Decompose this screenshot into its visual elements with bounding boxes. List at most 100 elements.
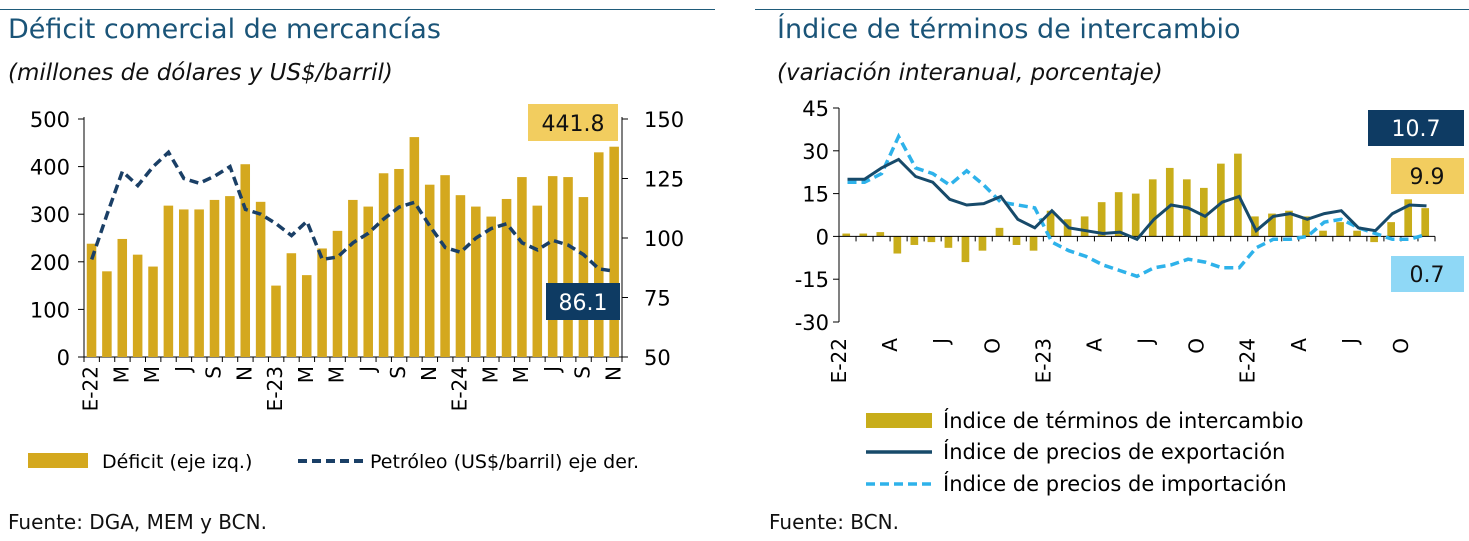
x-tick-label: S: [202, 366, 226, 379]
oil-price-line: [90, 149, 615, 273]
deficit-bar: [163, 205, 174, 357]
legend-bar-label: Índice de términos de intercambio: [943, 408, 1304, 433]
x-tick-label: M: [478, 366, 502, 383]
x-tick-label: E-22: [827, 338, 851, 383]
right-top-rule: [755, 9, 1469, 10]
terms-of-trade-bar: [1080, 216, 1089, 237]
terms-of-trade-bar: [944, 236, 953, 248]
right-chart-source: Fuente: BCN.: [769, 510, 899, 534]
deficit-bar: [563, 177, 573, 357]
x-tick-label: A: [1082, 338, 1106, 352]
legend-line-label: Petróleo (US$/barril) eje der.: [370, 451, 639, 473]
x-tick-label: J: [355, 366, 379, 374]
x-tick-label: N: [601, 366, 625, 381]
terms-of-trade-bar: [1387, 222, 1395, 237]
deficit-bar: [440, 175, 450, 357]
deficit-bar: [594, 152, 604, 357]
deficit-callout-box: [528, 104, 618, 141]
deficit-bar: [547, 176, 558, 357]
terms-of-trade-bar: [1046, 210, 1055, 237]
terms-of-trade-bar: [1404, 199, 1413, 237]
terms-of-trade-bar: [1234, 153, 1242, 237]
deficit-bar: [148, 266, 158, 357]
deficit-bar: [301, 275, 312, 357]
terms-of-trade-bar: [910, 236, 919, 245]
terms-of-trade-bar: [1148, 179, 1157, 237]
import-price-line: [847, 132, 1427, 279]
terms-of-trade-bar: [1217, 163, 1225, 237]
y-left-tick-label: 500: [30, 108, 70, 132]
deficit-bar: [86, 243, 97, 357]
export-callout-box: [1368, 110, 1464, 146]
terms-of-trade-bar: [893, 236, 902, 254]
terms-callout-text: 9.9: [1410, 165, 1445, 190]
deficit-bar: [286, 253, 297, 357]
deficit-callout-text: 441.8: [542, 112, 605, 137]
x-tick-label: M: [325, 366, 349, 383]
deficit-bar: [517, 177, 527, 357]
deficit-bar: [609, 146, 619, 357]
y-tick-label: -30: [795, 311, 829, 335]
right-chart-subtitle: (variación interanual, porcentaje): [777, 60, 1163, 86]
x-tick-label: M: [509, 366, 533, 383]
terms-of-trade-bar: [1353, 230, 1361, 237]
left-chart-subtitle: (millones de dólares y US$/barril): [8, 60, 393, 86]
y-tick-label: 30: [802, 140, 829, 164]
x-tick-label: O: [980, 338, 1004, 354]
deficit-bar: [271, 285, 281, 357]
y-right-tick-label: 125: [644, 168, 684, 192]
export-callout-text: 10.7: [1392, 117, 1441, 142]
deficit-bar: [178, 209, 189, 357]
y-left-tick-label: 200: [30, 251, 70, 275]
y-right-tick-label: 50: [644, 346, 671, 370]
deficit-bar: [225, 196, 235, 357]
x-tick-label: S: [386, 366, 410, 379]
y-right-tick-label: 100: [644, 227, 684, 251]
deficit-bar: [455, 195, 466, 357]
x-tick-label: A: [878, 338, 902, 352]
deficit-bar: [317, 248, 327, 357]
x-tick-label: E-24: [1236, 338, 1260, 383]
terms-of-trade-bar: [1097, 202, 1106, 237]
terms-of-trade-bar: [1200, 187, 1208, 237]
legend-import-label: Índice de precios de importación: [943, 471, 1287, 496]
deficit-bar: [117, 238, 128, 357]
import-callout-text: 0.7: [1410, 263, 1445, 288]
x-tick-label: J: [171, 366, 195, 374]
deficit-bar: [132, 254, 143, 357]
deficit-bar: [102, 271, 112, 357]
terms-of-trade-bar: [1302, 216, 1310, 237]
terms-of-trade-bar: [961, 236, 970, 263]
deficit-bar: [394, 168, 404, 357]
x-tick-label: M: [140, 366, 164, 383]
legend-bar-swatch: [866, 413, 932, 428]
right-chart-title: Índice de términos de intercambio: [777, 14, 1241, 45]
deficit-bar: [501, 198, 512, 357]
terms-of-trade-bar: [1165, 167, 1174, 237]
import-callout-box: [1391, 256, 1464, 292]
terms-of-trade-bar: [1131, 193, 1140, 237]
left-chart-source: Fuente: DGA, MEM y BCN.: [8, 510, 267, 534]
terms-of-trade-bar: [1114, 192, 1123, 237]
y-left-tick-label: 100: [30, 298, 70, 322]
x-tick-label: N: [417, 366, 441, 381]
terms-of-trade-bar: [978, 236, 987, 251]
y-tick-label: 15: [802, 183, 829, 207]
x-tick-label: N: [232, 366, 256, 381]
terms-of-trade-bar: [1029, 236, 1038, 251]
y-left-tick-label: 0: [57, 346, 70, 370]
y-left-tick-label: 400: [30, 156, 70, 180]
terms-of-trade-bar: [1336, 222, 1344, 237]
y-tick-label: 0: [816, 225, 829, 249]
x-tick-label: M: [294, 366, 318, 383]
terms-callout-box: [1391, 158, 1464, 194]
y-right-tick-label: 150: [644, 108, 684, 132]
deficit-bar: [378, 173, 389, 357]
y-tick-label: -15: [795, 268, 829, 292]
deficit-bar: [471, 206, 481, 357]
deficit-bar: [532, 205, 543, 357]
deficit-bar: [240, 164, 251, 357]
deficit-bar: [424, 184, 435, 357]
terms-of-trade-bar: [995, 227, 1004, 237]
legend-export-label: Índice de precios de exportación: [943, 439, 1285, 464]
